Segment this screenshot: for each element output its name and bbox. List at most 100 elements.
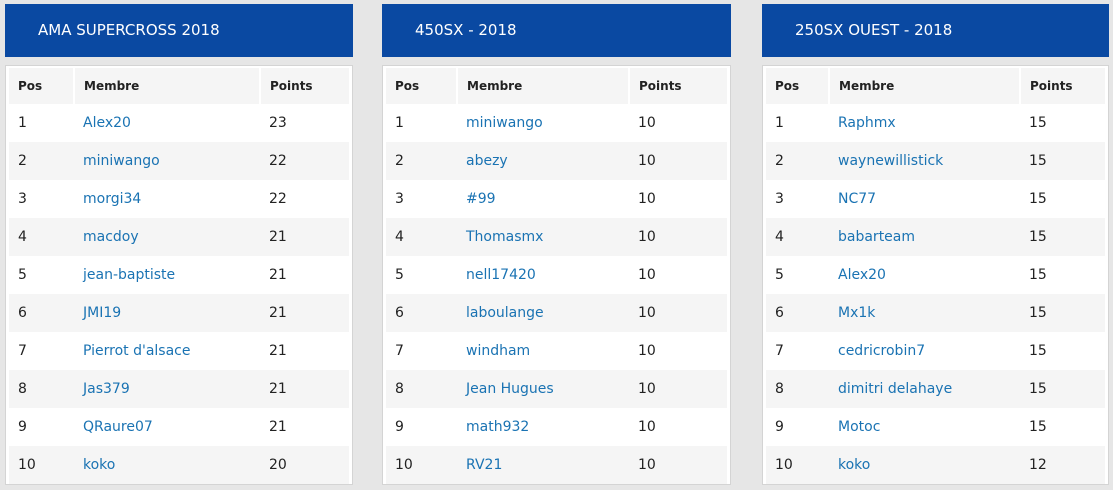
table-row: 9 Motoc 15: [766, 408, 1105, 446]
member-link[interactable]: waynewillistick: [829, 142, 1020, 180]
points-cell: 15: [1020, 370, 1105, 408]
member-link[interactable]: miniwango: [74, 142, 260, 180]
member-link[interactable]: QRaure07: [83, 419, 153, 435]
points-cell: 20: [260, 446, 349, 484]
member-link[interactable]: macdoy: [74, 218, 260, 256]
points-cell: 12: [1020, 446, 1105, 484]
points-cell: 10: [629, 142, 727, 180]
panel-title: 450SX - 2018: [382, 4, 731, 57]
rank-cell: 4: [766, 218, 829, 256]
rank-cell: 8: [9, 370, 74, 408]
rank-cell: 3: [395, 191, 404, 207]
table-body: 1 Alex20 23 2 miniwango 22 3 morgi34 22 4 macdoy 21…: [9, 104, 349, 484]
table-row: 4 macdoy 21: [9, 218, 349, 256]
rank-cell: 10: [386, 446, 457, 484]
rank-cell: 1: [775, 115, 784, 131]
member-link[interactable]: RV21: [457, 446, 629, 484]
points-cell: 10: [638, 419, 656, 435]
member-link[interactable]: nell17420: [466, 267, 536, 283]
rank-cell: 9: [775, 419, 784, 435]
standings-table: Pos Membre Points 1 Alex20 23 2 miniwango 22 3…: [9, 68, 349, 484]
table-header-row: Pos Membre Points: [9, 68, 349, 104]
table-row: 8 Jean Hugues 10: [386, 370, 727, 408]
member-link[interactable]: JMI19: [74, 294, 260, 332]
column-header-pos: Pos: [386, 68, 458, 104]
member-link[interactable]: koko: [74, 446, 260, 484]
rank-cell: 9: [395, 419, 404, 435]
points-cell: 15: [1029, 419, 1047, 435]
member-link[interactable]: Thomasmx: [457, 218, 629, 256]
member-link[interactable]: cedricrobin7: [838, 343, 926, 359]
member-link[interactable]: NC77: [838, 191, 877, 207]
member-link[interactable]: jean-baptiste: [83, 267, 176, 283]
points-cell: 15: [1020, 142, 1105, 180]
points-cell: 21: [269, 419, 287, 435]
member-link[interactable]: koko: [829, 446, 1020, 484]
rank-cell: 10: [766, 446, 829, 484]
table-row: 7 Pierrot d'alsace 21: [9, 332, 349, 370]
rank-cell: 3: [775, 191, 784, 207]
standings-table: Pos Membre Points 1 Raphmx 15 2 waynewillist…: [766, 68, 1105, 484]
member-link[interactable]: Jean Hugues: [457, 370, 629, 408]
member-link[interactable]: babarteam: [829, 218, 1020, 256]
panel-title: AMA SUPERCROSS 2018: [5, 4, 353, 57]
column-header-pos: Pos: [766, 68, 830, 104]
points-cell: 22: [269, 191, 287, 207]
table-row: 8 Jas379 21: [9, 370, 349, 408]
table-row: 6 Mx1k 15: [766, 294, 1105, 332]
member-link[interactable]: Alex20: [838, 267, 886, 283]
rank-cell: 1: [395, 115, 404, 131]
member-link[interactable]: math932: [466, 419, 530, 435]
table-row: 7 windham 10: [386, 332, 727, 370]
rank-cell: 5: [395, 267, 404, 283]
rank-cell: 7: [775, 343, 784, 359]
points-cell: 10: [638, 115, 656, 131]
member-link[interactable]: #99: [466, 191, 496, 207]
column-header-member: Membre: [457, 68, 630, 104]
member-link[interactable]: abezy: [457, 142, 629, 180]
member-link[interactable]: Alex20: [83, 115, 131, 131]
table-row: 3 NC77 15: [766, 180, 1105, 218]
rank-cell: 7: [395, 343, 404, 359]
points-cell: 23: [269, 115, 287, 131]
table-header-row: Pos Membre Points: [766, 68, 1105, 104]
member-link[interactable]: dimitri delahaye: [829, 370, 1020, 408]
points-cell: 21: [260, 218, 349, 256]
rank-cell: 5: [18, 267, 27, 283]
points-cell: 15: [1029, 115, 1047, 131]
table-body: 1 miniwango 10 2 abezy 10 3 #99 10 4 Thomasmx 10 5 ne…: [386, 104, 727, 484]
points-cell: 10: [638, 343, 656, 359]
rank-cell: 2: [386, 142, 457, 180]
rank-cell: 10: [9, 446, 74, 484]
standings-panel-450sx: 450SX - 2018 Pos Membre Points 1 miniwang…: [382, 4, 731, 485]
standings-panel-250sx-ouest: 250SX OUEST - 2018 Pos Membre Points 1 Ra…: [762, 4, 1109, 485]
table-row: 5 nell17420 10: [386, 256, 727, 294]
table-row: 9 math932 10: [386, 408, 727, 446]
table-row: 2 miniwango 22: [9, 142, 349, 180]
table-row: 2 waynewillistick 15: [766, 142, 1105, 180]
member-link[interactable]: Jas379: [74, 370, 260, 408]
rank-cell: 6: [9, 294, 74, 332]
points-cell: 21: [269, 343, 287, 359]
member-link[interactable]: laboulange: [457, 294, 629, 332]
member-link[interactable]: Mx1k: [829, 294, 1020, 332]
rank-cell: 8: [386, 370, 457, 408]
rank-cell: 8: [766, 370, 829, 408]
points-cell: 10: [638, 191, 656, 207]
rank-cell: 2: [766, 142, 829, 180]
rank-cell: 7: [18, 343, 27, 359]
rank-cell: 6: [386, 294, 457, 332]
standings-table-card: Pos Membre Points 1 Alex20 23 2 miniwango 22 3…: [5, 65, 353, 485]
points-cell: 15: [1020, 294, 1105, 332]
member-link[interactable]: Motoc: [838, 419, 881, 435]
column-header-points: Points: [260, 68, 349, 104]
table-row: 10 koko 12: [766, 446, 1105, 484]
table-row: 1 Raphmx 15: [766, 104, 1105, 142]
table-row: 8 dimitri delahaye 15: [766, 370, 1105, 408]
member-link[interactable]: miniwango: [466, 115, 543, 131]
member-link[interactable]: Raphmx: [838, 115, 896, 131]
member-link[interactable]: windham: [466, 343, 531, 359]
member-link[interactable]: Pierrot d'alsace: [83, 343, 191, 359]
table-body: 1 Raphmx 15 2 waynewillistick 15 3 NC77 15 4 babar…: [766, 104, 1105, 484]
member-link[interactable]: morgi34: [83, 191, 142, 207]
